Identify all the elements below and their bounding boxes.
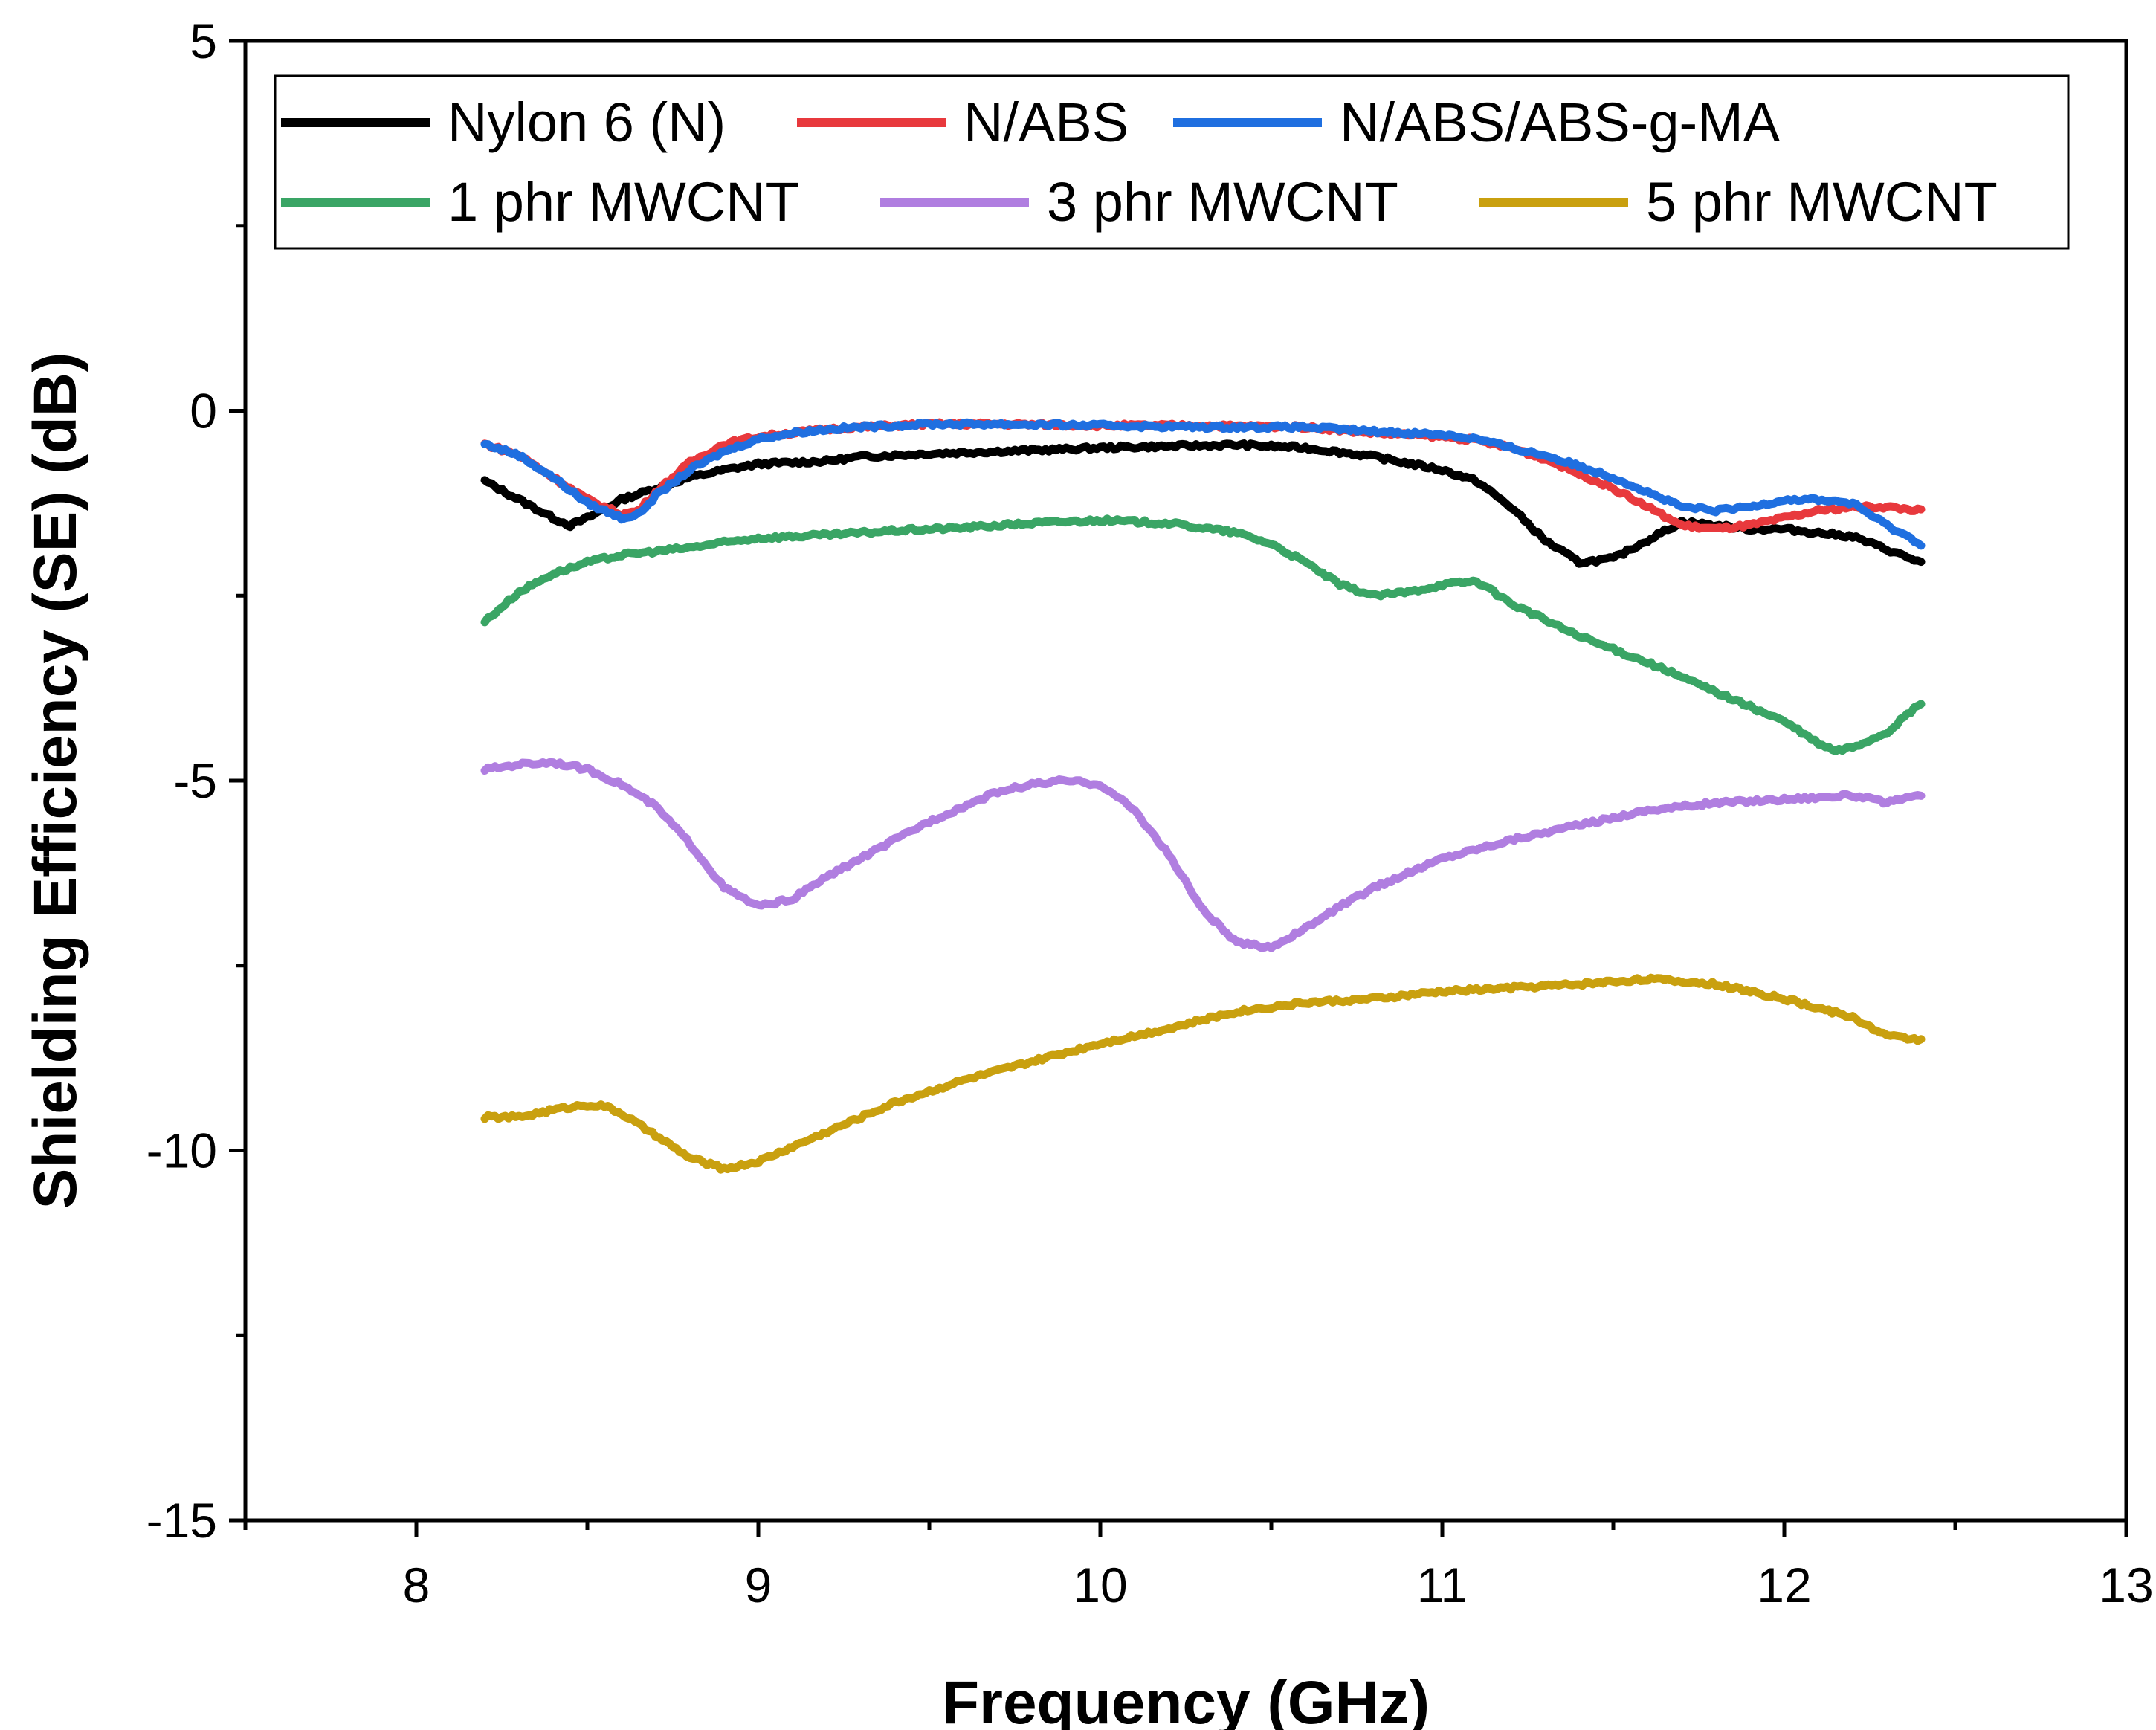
series-lines <box>480 418 1926 1174</box>
x-tick-label: 11 <box>1417 1558 1468 1613</box>
series-line-1-phr-mwcnt <box>480 514 1926 755</box>
legend-label-nabs: N/ABS <box>964 91 1129 153</box>
legend-label-3phr: 3 phr MWCNT <box>1047 171 1398 233</box>
legend-label-nylon6: Nylon 6 (N) <box>448 91 726 153</box>
y-tick-label: -10 <box>146 1123 217 1178</box>
legend-label-nabs-gma: N/ABS/ABS-g-MA <box>1340 91 1781 153</box>
x-tick-label: 13 <box>2099 1558 2153 1613</box>
y-axis-ticks: 5 0 -5 -10 -15 <box>146 13 245 1548</box>
y-axis-title: Shielding Efficiency (SE) (dB) <box>22 352 89 1210</box>
series-line-n-abs-abs-g-ma <box>480 418 1926 550</box>
y-tick-label: 0 <box>190 384 217 439</box>
plot-frame <box>243 39 2128 1523</box>
x-axis-ticks: 8 9 10 11 12 13 <box>243 1520 2154 1613</box>
legend-label-5phr: 5 phr MWCNT <box>1646 171 1998 233</box>
series-line-3-phr-mwcnt <box>480 758 1926 952</box>
y-tick-label: 5 <box>190 13 217 68</box>
y-tick-label: -5 <box>173 753 217 808</box>
legend-label-1phr: 1 phr MWCNT <box>448 171 799 233</box>
x-tick-label: 8 <box>403 1558 430 1613</box>
x-tick-label: 10 <box>1073 1558 1127 1613</box>
legend-box <box>274 74 2070 250</box>
x-axis-title: Frequency (GHz) <box>942 1669 1430 1730</box>
x-tick-label: 12 <box>1757 1558 1811 1613</box>
legend: Nylon 6 (N) N/ABS N/ABS/ABS-g-MA 1 phr M… <box>274 74 2070 250</box>
series-line-5-phr-mwcnt <box>480 973 1926 1174</box>
x-tick-label: 9 <box>745 1558 772 1613</box>
y-tick-label: -15 <box>146 1493 217 1548</box>
